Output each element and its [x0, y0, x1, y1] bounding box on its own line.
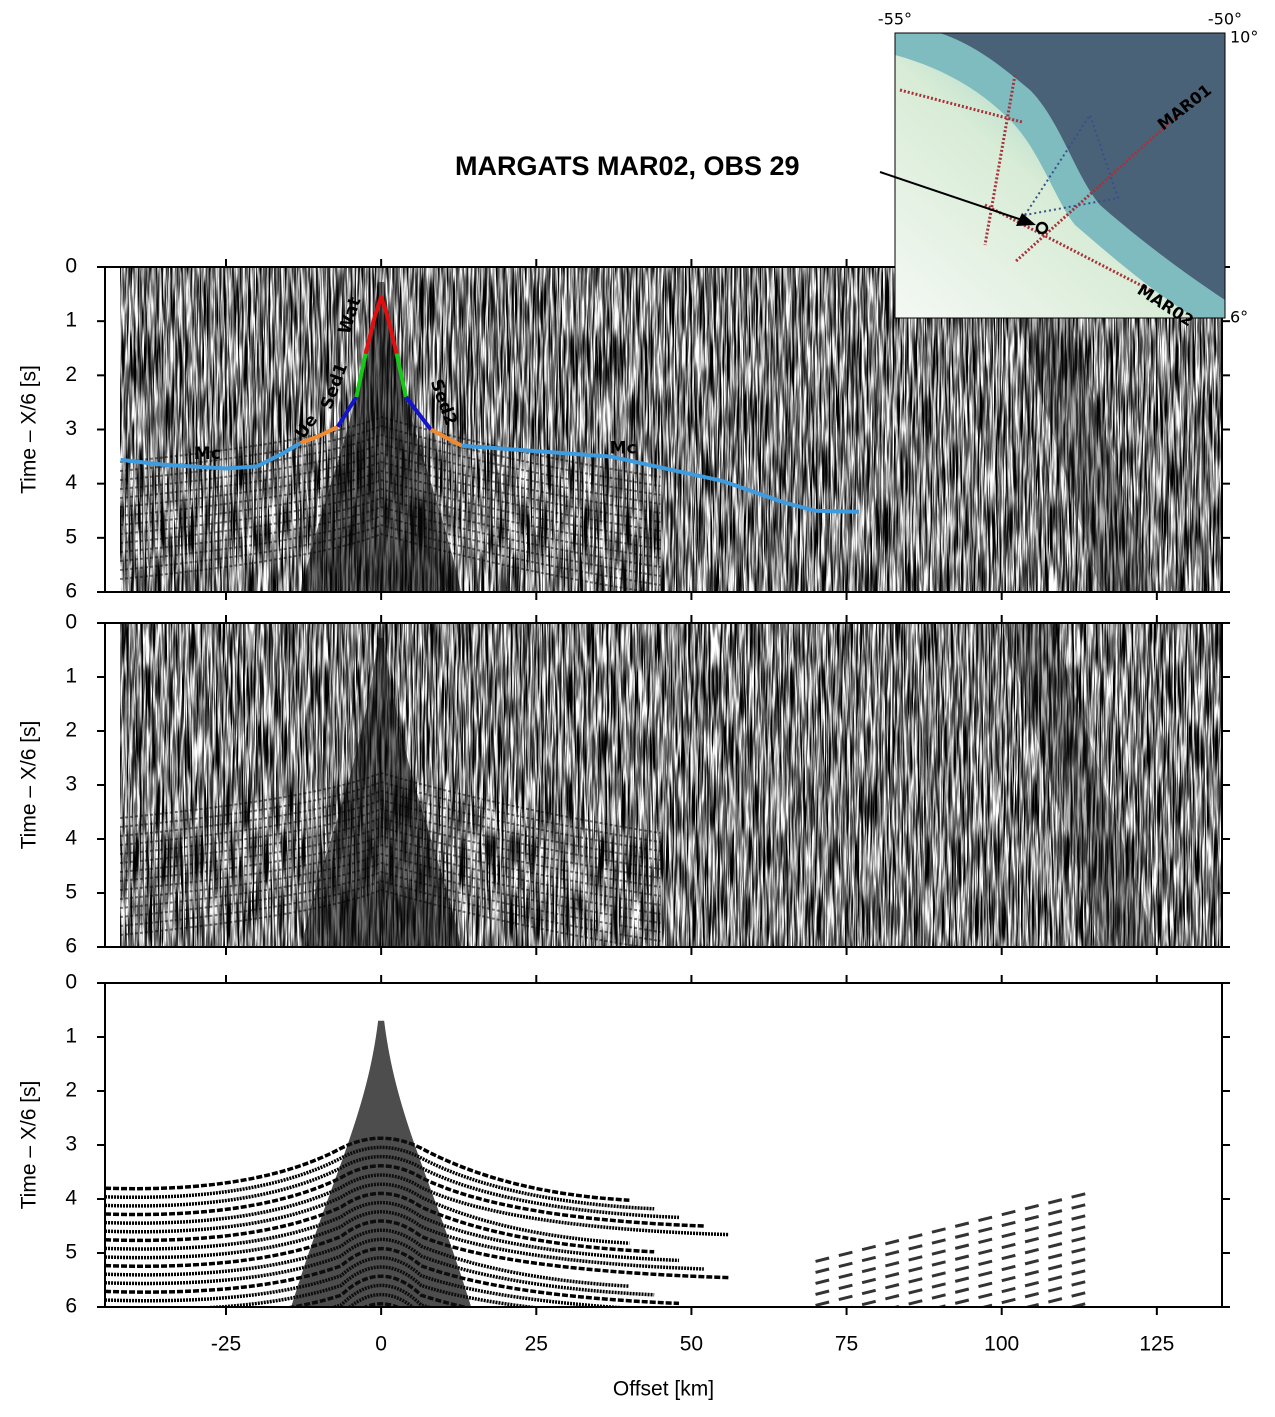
pointer-arrowhead — [1016, 213, 1036, 226]
synthetic-arrival — [105, 1313, 729, 1364]
x-tick-label: 0 — [375, 1333, 387, 1356]
synthetic-arrival — [105, 1246, 680, 1306]
x-tick-label: 100 — [984, 1333, 1019, 1356]
map-ocean — [940, 33, 1225, 300]
synthetic-arrival — [815, 1200, 1096, 1274]
seismic-noise — [120, 267, 1222, 592]
y-tick-label: 2 — [65, 719, 77, 742]
y-tick-label: 4 — [65, 1187, 77, 1210]
phase-pick — [363, 294, 399, 355]
obs-marker — [1035, 221, 1049, 235]
y-axis-label: Time – X/6 [s] — [18, 365, 41, 494]
map-profile-line — [983, 74, 1017, 246]
phase-pick — [336, 395, 359, 428]
y-tick-label: 4 — [65, 827, 77, 850]
x-tick-label: 75 — [835, 1333, 858, 1356]
map-body — [895, 33, 1225, 318]
y-tick-label: 5 — [65, 1241, 77, 1264]
synthetic-arrival — [105, 1136, 630, 1202]
y-tick-label: 3 — [65, 773, 77, 796]
phase-label: Mc — [610, 438, 637, 458]
synthetic-cone — [291, 1020, 472, 1307]
phase-pick — [299, 424, 339, 445]
y-tick-label: 0 — [65, 255, 77, 278]
y-tick-label: 0 — [65, 971, 77, 994]
map-lon-label: -50° — [1208, 10, 1242, 29]
phase-pick — [120, 441, 302, 471]
seismic-section — [119, 267, 1222, 592]
y-tick-label: 4 — [65, 471, 77, 494]
synthetic-arrival — [105, 1341, 679, 1390]
x-tick-label: -25 — [211, 1333, 241, 1356]
panel: 0 1 2 3 4 5 6 Time – X/6 [s] — [18, 611, 1230, 958]
map-profile-line — [1013, 113, 1180, 264]
map-profile-line — [984, 203, 1151, 292]
synthetic-arrival — [105, 1256, 637, 1307]
y-tick-label: 3 — [65, 417, 77, 440]
map-lat-label: 6° — [1230, 308, 1248, 327]
seismic-section — [105, 1020, 1096, 1412]
map-lon-label: -55° — [878, 10, 912, 29]
phase-pick — [354, 353, 368, 398]
seismic-noise — [120, 623, 1222, 947]
inset-map: -55° -50° 10° 6° MAR01 MAR02 — [878, 10, 1258, 331]
y-tick-label: 2 — [65, 363, 77, 386]
y-tick-label: 6 — [65, 580, 77, 603]
synthetic-arrival — [105, 1210, 704, 1271]
synthetic-arrival — [105, 1322, 629, 1372]
x-tick-label: 125 — [1139, 1333, 1174, 1356]
y-tick-label: 5 — [65, 525, 77, 548]
synthetic-arrival — [361, 1302, 401, 1307]
synthetic-arrival — [105, 1368, 629, 1412]
y-axis-label: Time – X/6 [s] — [18, 721, 41, 850]
y-tick-label: 1 — [65, 309, 77, 332]
y-tick-label: 0 — [65, 611, 77, 634]
synthetic-arrival — [815, 1222, 1096, 1296]
synthetic-arrival — [846, 1244, 1096, 1307]
phase-pick — [461, 443, 860, 514]
y-tick-label: 1 — [65, 665, 77, 688]
map-lat-label: 10° — [1230, 28, 1258, 47]
phase-pick — [394, 353, 408, 398]
y-tick-label: 3 — [65, 1133, 77, 1156]
y-tick-label: 5 — [65, 881, 77, 904]
synthetic-arrival — [890, 1255, 1096, 1307]
seismic-section — [119, 623, 1222, 947]
synthetic-arrival — [815, 1211, 1096, 1285]
y-tick-label: 1 — [65, 1025, 77, 1048]
figure-title: MARGATS MAR02, OBS 29 — [455, 151, 800, 181]
x-tick-label: 50 — [680, 1333, 703, 1356]
phase-pick — [429, 427, 463, 448]
pointer-arrow — [879, 171, 1029, 223]
phase-label: Mc — [194, 444, 221, 464]
y-axis-label: Time – X/6 [s] — [18, 1081, 41, 1210]
synthetic-arrival — [934, 1266, 1096, 1307]
map-profile-line — [899, 88, 1023, 124]
y-tick-label: 6 — [65, 1295, 77, 1318]
x-axis-label: Offset [km] — [613, 1378, 714, 1401]
synthetic-arrival — [815, 1233, 1096, 1307]
x-tick-label: 25 — [525, 1333, 548, 1356]
y-tick-label: 6 — [65, 935, 77, 958]
panel: 0 1 2 3 4 5 6 -25 0 25 50 75 100 125 Time – X/6 [s] Off… — [18, 971, 1230, 1412]
phase-pick — [404, 395, 433, 431]
y-tick-label: 2 — [65, 1079, 77, 1102]
synthetic-arrival — [815, 1189, 1096, 1263]
map-frame — [894, 32, 1226, 319]
